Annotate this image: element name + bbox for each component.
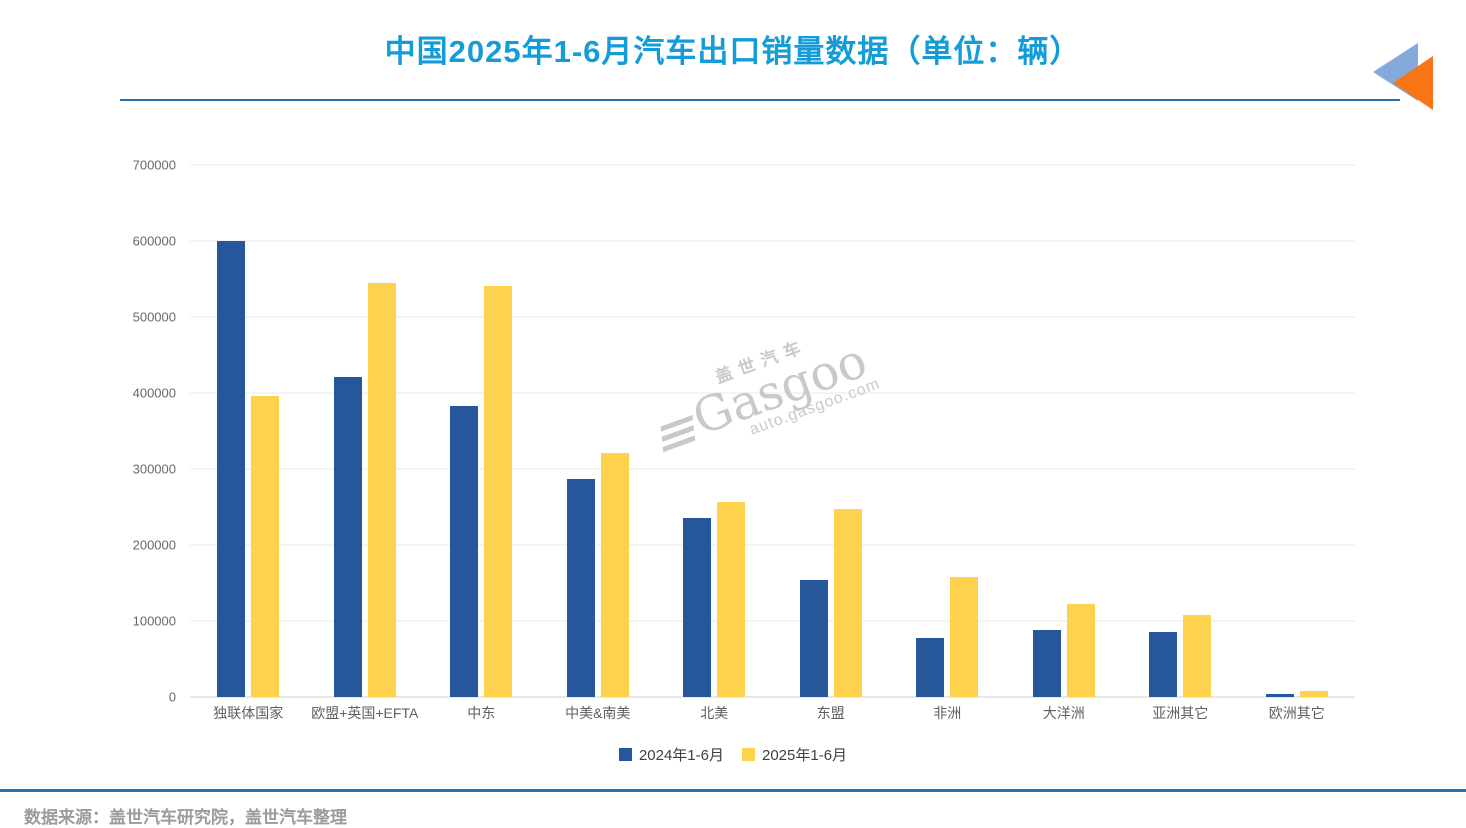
gridline [190,164,1355,166]
bar-2024年1-6月-欧盟+英国+EFTA [333,377,362,697]
y-tick-label: 400000 [132,385,176,401]
y-tick-label: 0 [168,689,176,705]
gridline [190,468,1355,470]
gridline [190,696,1355,698]
bar-2024年1-6月-欧洲其它 [1265,693,1294,697]
gridline [190,620,1355,622]
bar-group-大洋洲 [1006,165,1123,697]
gridline [190,316,1355,318]
x-axis-labels: 独联体国家 欧盟+英国+EFTA 中东 中美&南美 北美 东盟 非洲 大洋洲 亚洲其它 欧洲其它 [190,703,1355,725]
x-category-label: 中美&南美 [565,705,631,721]
plot-area [190,164,1356,698]
x-category-label: 大洋洲 [1042,705,1085,721]
y-tick-label: 500000 [132,309,176,325]
bar-group-东盟 [773,165,890,697]
legend: 2024年1-6月 2025年1-6月 [0,744,1466,765]
legend-label: 2025年1-6月 [762,747,848,764]
y-tick-label: 300000 [132,461,176,477]
x-category-label: 北美 [700,705,729,721]
gridline [190,544,1355,546]
bar-2025年1-6月-欧盟+英国+EFTA [367,282,396,697]
bar-2025年1-6月-独联体国家 [251,396,280,697]
bar-group-中东 [423,165,540,697]
gasgoo-logo-icon [1373,43,1433,110]
bar-group-欧洲其它 [1239,165,1356,697]
bar-group-独联体国家 [190,165,307,697]
bar-group-北美 [656,165,773,697]
source-note: 数据来源：盖世汽车研究院，盖世汽车整理 [24,808,347,827]
legend-item: 2024年1-6月 [618,744,724,765]
x-category-label: 独联体国家 [213,705,284,721]
bar-2025年1-6月-亚洲其它 [1183,614,1212,697]
legend-item: 2025年1-6月 [742,744,847,765]
y-tick-label: 100000 [132,613,176,629]
x-category-label: 欧洲其它 [1268,705,1325,721]
bar-2025年1-6月-中美&南美 [600,453,629,697]
bar-2024年1-6月-非洲 [916,637,945,697]
bar-2025年1-6月-中东 [484,285,513,697]
bar-2025年1-6月-东盟 [833,509,862,697]
x-category-label: 亚洲其它 [1152,705,1209,721]
legend-swatch-icon [618,748,632,761]
bar-2025年1-6月-非洲 [950,576,979,697]
y-tick-label: 700000 [132,157,176,173]
bar-group-非洲 [889,165,1006,697]
bar-2025年1-6月-北美 [717,502,746,697]
bar-2024年1-6月-大洋洲 [1032,630,1061,697]
y-axis-labels: 0 100000 200000 300000 400000 500000 600000 700… [0,158,176,705]
x-category-label: 非洲 [933,705,962,721]
y-tick-label: 600000 [132,233,176,249]
bar-2024年1-6月-独联体国家 [217,241,246,697]
bar-2025年1-6月-欧洲其它 [1299,690,1328,697]
legend-swatch-icon [742,748,755,761]
bar-2024年1-6月-北美 [683,518,712,697]
x-category-label: 东盟 [816,705,845,721]
bar-2024年1-6月-东盟 [799,579,828,697]
bar-2025年1-6月-大洋洲 [1066,603,1095,697]
x-category-label: 欧盟+英国+EFTA [311,705,419,721]
gridline [190,240,1355,242]
bar-2024年1-6月-中美&南美 [566,478,595,697]
bar-group-亚洲其它 [1122,165,1239,697]
title-divider [120,99,1400,101]
bar-group-欧盟+英国+EFTA [307,165,424,697]
gridline [190,392,1355,394]
legend-label: 2024年1-6月 [638,747,724,764]
bar-group-中美&南美 [540,165,657,697]
x-category-label: 中东 [467,705,496,721]
y-tick-label: 200000 [132,537,176,553]
bar-2024年1-6月-亚洲其它 [1149,632,1178,697]
footer-divider [0,789,1466,792]
bar-2024年1-6月-中东 [450,405,479,697]
chart-title: 中国2025年1-6月汽车出口销量数据（单位：辆） [384,34,1082,69]
